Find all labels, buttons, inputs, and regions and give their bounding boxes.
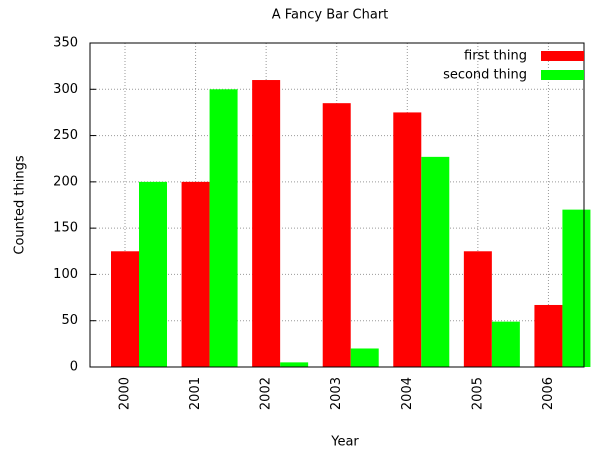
bar	[111, 251, 139, 367]
x-tick-label: 2006	[541, 377, 556, 410]
bar	[209, 89, 238, 368]
legend-label: second thing	[443, 68, 527, 83]
legend-swatch	[541, 51, 584, 61]
legend-swatch	[541, 70, 584, 80]
plot-border	[89, 42, 585, 368]
y-tick-label: 250	[53, 128, 78, 143]
x-tick-label: 2001	[188, 377, 203, 410]
bar	[280, 362, 309, 367]
x-tick-label: 2002	[259, 377, 274, 410]
y-tick-label: 300	[53, 82, 78, 97]
x-axis-label: Year	[330, 435, 359, 450]
bar	[139, 181, 167, 367]
x-tick-label: 2004	[400, 377, 415, 410]
bar	[181, 181, 210, 367]
bar	[421, 156, 450, 367]
bar	[562, 209, 591, 367]
bar	[463, 251, 492, 367]
y-tick-label: 200	[53, 174, 78, 189]
y-tick-label: 100	[53, 267, 78, 282]
bar	[252, 80, 281, 368]
y-tick-label: 150	[53, 221, 78, 236]
bar	[534, 304, 563, 367]
x-tick-label: 2000	[118, 377, 133, 410]
x-tick-label: 2003	[329, 377, 344, 410]
y-tick-label: 0	[70, 360, 78, 375]
y-tick-label: 50	[61, 313, 78, 328]
bar	[350, 348, 379, 367]
bar	[322, 103, 351, 368]
chart-title: A Fancy Bar Chart	[272, 8, 389, 23]
y-axis-label: Counted things	[13, 155, 28, 254]
legend-label: first thing	[464, 49, 527, 64]
x-tick-label: 2005	[470, 377, 485, 410]
bar	[393, 112, 422, 367]
bar	[491, 321, 520, 367]
y-tick-label: 350	[53, 36, 78, 51]
